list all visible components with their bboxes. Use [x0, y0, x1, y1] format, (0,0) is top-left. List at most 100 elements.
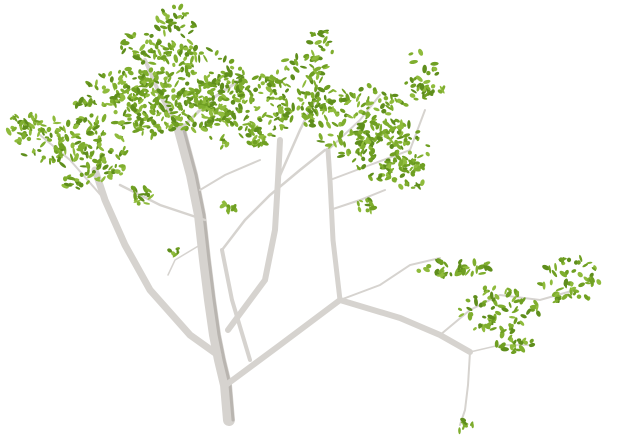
- leaf: [172, 62, 176, 67]
- leaf: [559, 270, 568, 278]
- leaf: [395, 154, 402, 161]
- leaf: [113, 109, 118, 115]
- leaf: [357, 206, 362, 213]
- leaf: [283, 116, 288, 121]
- leaf: [194, 88, 201, 94]
- leaf: [258, 91, 264, 95]
- leaf: [519, 298, 524, 305]
- leaf: [399, 173, 406, 178]
- leaf: [238, 82, 244, 91]
- leaf: [155, 40, 162, 46]
- leaf: [409, 59, 418, 65]
- leaf: [190, 55, 194, 64]
- leaf: [339, 108, 346, 114]
- leaf: [370, 148, 376, 155]
- leaf: [131, 50, 140, 54]
- leaf: [408, 52, 414, 56]
- leaf: [275, 69, 280, 75]
- leaf: [260, 81, 265, 86]
- leaf: [396, 124, 404, 130]
- leaf: [238, 133, 244, 139]
- leaf: [86, 125, 93, 133]
- leaf: [17, 137, 22, 143]
- leaf: [178, 61, 185, 67]
- leaf: [327, 99, 337, 105]
- leaf: [149, 33, 154, 38]
- leaf: [188, 51, 194, 56]
- leaf: [159, 129, 164, 134]
- leaf: [165, 96, 168, 103]
- leaf: [41, 155, 46, 160]
- leaf: [270, 134, 276, 137]
- leaf: [86, 130, 94, 136]
- leaf: [579, 254, 583, 262]
- leaf: [198, 122, 204, 128]
- leaf: [100, 129, 104, 137]
- leaf: [222, 55, 227, 63]
- leaf: [318, 102, 326, 108]
- leaf: [175, 247, 180, 251]
- leaf: [142, 185, 149, 194]
- leaf: [107, 150, 113, 154]
- leaf: [140, 60, 146, 65]
- leaf: [529, 338, 534, 344]
- leaf: [64, 133, 70, 142]
- leaf: [34, 113, 38, 120]
- leaf: [403, 137, 408, 143]
- leaf: [519, 320, 525, 326]
- leaf: [589, 272, 594, 278]
- leaf: [425, 151, 430, 157]
- leaf: [409, 76, 414, 84]
- leaf: [62, 125, 66, 134]
- leaf: [250, 125, 255, 134]
- twig-9: [469, 344, 531, 353]
- leaf: [46, 138, 53, 142]
- leaf: [77, 141, 86, 149]
- leaf: [14, 113, 20, 119]
- leaf: [193, 112, 197, 118]
- leaf: [513, 339, 517, 345]
- leaf: [506, 287, 512, 292]
- leaf: [142, 88, 147, 92]
- leaf: [96, 142, 102, 148]
- leaf: [269, 74, 274, 80]
- leaf: [430, 84, 436, 89]
- leaf: [173, 12, 178, 20]
- leaf: [508, 323, 514, 331]
- leaf: [383, 95, 389, 101]
- leaf: [345, 93, 350, 102]
- leaf: [60, 142, 66, 151]
- leaf: [148, 82, 154, 89]
- leaf: [351, 158, 357, 163]
- leaf: [36, 138, 42, 141]
- leaf: [477, 264, 486, 270]
- leaf: [300, 105, 304, 111]
- leaf: [180, 33, 186, 39]
- leaf: [208, 102, 216, 108]
- leaf: [251, 75, 259, 80]
- leaf: [223, 77, 229, 81]
- leaf: [423, 92, 429, 98]
- leaf: [165, 14, 170, 21]
- leaf: [590, 276, 595, 283]
- leaf: [14, 139, 20, 143]
- leaf: [171, 88, 176, 93]
- leaf: [124, 72, 128, 78]
- leaf: [507, 334, 513, 341]
- leaf: [566, 257, 572, 263]
- leaf: [282, 82, 287, 87]
- leaf: [209, 87, 216, 92]
- leaf: [386, 141, 392, 146]
- leaf: [12, 115, 16, 120]
- leaf: [457, 307, 463, 311]
- twig-6: [339, 257, 441, 301]
- leaf: [198, 51, 204, 55]
- leaf: [185, 63, 194, 66]
- leaf: [132, 55, 141, 61]
- leaf: [385, 130, 390, 135]
- leaf: [72, 133, 81, 137]
- leaf: [302, 79, 307, 88]
- leaf: [229, 90, 234, 95]
- leaf: [470, 270, 474, 277]
- leaf: [396, 135, 405, 140]
